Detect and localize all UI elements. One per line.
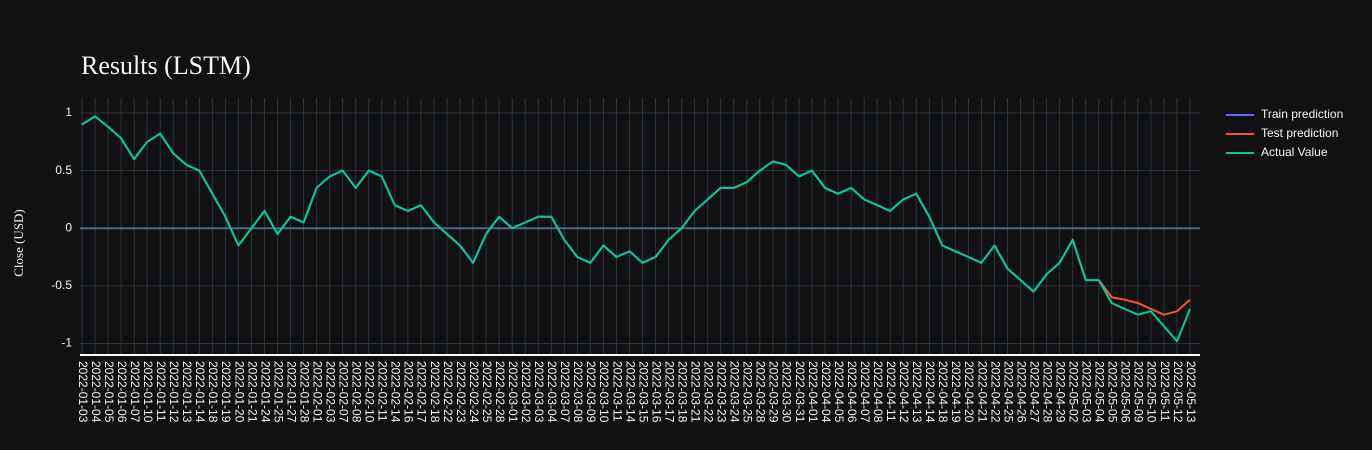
x-tick-label: 2022-03-14 bbox=[623, 361, 637, 423]
x-tick-label: 2022-04-06 bbox=[845, 361, 859, 423]
x-tick-label: 2022-02-16 bbox=[402, 361, 416, 423]
x-tick-label: 2022-04-11 bbox=[884, 361, 898, 422]
x-tick-label: 2022-03-08 bbox=[571, 361, 585, 423]
x-tick-label: 2022-03-18 bbox=[675, 361, 689, 423]
x-tick-label: 2022-01-19 bbox=[219, 361, 233, 423]
x-tick-label: 2022-01-14 bbox=[193, 361, 207, 423]
y-tick-label: -1 bbox=[61, 336, 72, 350]
legend-label: Actual Value bbox=[1261, 145, 1328, 159]
x-tick-label: 2022-01-11 bbox=[154, 361, 168, 422]
x-tick-label: 2022-02-01 bbox=[310, 361, 324, 423]
x-tick-label: 2022-05-05 bbox=[1106, 361, 1120, 423]
x-tick-label: 2022-01-07 bbox=[128, 361, 142, 423]
y-tick-label: 1 bbox=[65, 105, 72, 119]
x-tick-label: 2022-04-08 bbox=[871, 361, 885, 423]
x-tick-label: 2022-01-12 bbox=[167, 361, 181, 423]
x-tick-label: 2022-03-11 bbox=[610, 361, 624, 422]
x-tick-label: 2022-03-22 bbox=[702, 361, 716, 423]
x-tick-label: 2022-03-23 bbox=[715, 361, 729, 423]
x-tick-label: 2022-02-25 bbox=[480, 361, 494, 423]
x-tick-label: 2022-04-07 bbox=[858, 361, 872, 423]
x-tick-label: 2022-03-31 bbox=[793, 361, 807, 423]
x-tick-label: 2022-04-27 bbox=[1027, 361, 1041, 423]
x-tick-label: 2022-03-01 bbox=[506, 361, 520, 423]
x-tick-label: 2022-01-24 bbox=[258, 361, 272, 423]
legend-label: Train prediction bbox=[1261, 107, 1343, 121]
x-tick-label: 2022-02-08 bbox=[350, 361, 364, 423]
chart-title: Results (LSTM) bbox=[81, 51, 251, 80]
x-tick-label: 2022-01-28 bbox=[297, 361, 311, 423]
x-tick-label: 2022-04-20 bbox=[962, 361, 976, 423]
x-tick-label: 2022-02-24 bbox=[467, 361, 481, 423]
x-tick-label: 2022-03-21 bbox=[688, 361, 702, 423]
x-tick-label: 2022-01-03 bbox=[76, 361, 90, 423]
x-tick-label: 2022-03-03 bbox=[532, 361, 546, 423]
x-tick-label: 2022-04-01 bbox=[806, 361, 820, 423]
x-tick-label: 2022-03-17 bbox=[662, 361, 676, 423]
x-tick-label: 2022-02-22 bbox=[441, 361, 455, 423]
y-tick-label: 0.5 bbox=[55, 163, 72, 177]
x-tick-label: 2022-04-22 bbox=[988, 361, 1002, 423]
x-tick-label: 2022-01-13 bbox=[180, 361, 194, 423]
x-tick-label: 2022-02-17 bbox=[415, 361, 429, 423]
x-tick-label: 2022-03-07 bbox=[558, 361, 572, 423]
x-tick-label: 2022-02-23 bbox=[454, 361, 468, 423]
x-tick-label: 2022-03-16 bbox=[649, 361, 663, 423]
x-tick-label: 2022-03-02 bbox=[519, 361, 533, 423]
y-tick-label: 0 bbox=[65, 220, 72, 234]
series-line bbox=[1098, 279, 1191, 316]
x-tick-label: 2022-01-21 bbox=[245, 361, 259, 423]
x-tick-label: 2022-04-28 bbox=[1040, 361, 1054, 423]
x-tick-label: 2022-01-05 bbox=[102, 361, 116, 423]
x-tick-label: 2022-04-26 bbox=[1014, 361, 1028, 423]
x-tick-label: 2022-04-25 bbox=[1001, 361, 1015, 423]
x-tick-label: 2022-03-30 bbox=[780, 361, 794, 423]
x-tick-label: 2022-04-05 bbox=[832, 361, 846, 423]
y-tick-label: -0.5 bbox=[51, 278, 72, 292]
x-tick-label: 2022-04-13 bbox=[910, 361, 924, 423]
x-tick-label: 2022-05-10 bbox=[1145, 361, 1159, 423]
x-tick-label: 2022-02-28 bbox=[493, 361, 507, 423]
x-tick-label: 2022-02-18 bbox=[428, 361, 442, 423]
x-tick-label: 2022-02-11 bbox=[376, 361, 390, 422]
x-tick-label: 2022-05-04 bbox=[1093, 361, 1107, 423]
x-tick-label: 2022-02-10 bbox=[363, 361, 377, 423]
x-tick-label: 2022-03-09 bbox=[584, 361, 598, 423]
x-tick-label: 2022-03-24 bbox=[728, 361, 742, 423]
x-tick-label: 2022-03-04 bbox=[545, 361, 559, 423]
x-tick-label: 2022-01-27 bbox=[284, 361, 298, 423]
x-tick-label: 2022-05-09 bbox=[1132, 361, 1146, 423]
x-tick-label: 2022-01-18 bbox=[206, 361, 220, 423]
x-tick-label: 2022-04-12 bbox=[897, 361, 911, 423]
x-tick-label: 2022-01-10 bbox=[141, 361, 155, 423]
x-tick-label: 2022-02-03 bbox=[323, 361, 337, 423]
x-tick-label: 2022-05-02 bbox=[1067, 361, 1081, 423]
x-tick-label: 2022-04-21 bbox=[975, 361, 989, 423]
x-tick-label: 2022-05-03 bbox=[1080, 361, 1094, 423]
x-tick-label: 2022-01-20 bbox=[232, 361, 246, 423]
x-tick-label: 2022-02-14 bbox=[389, 361, 403, 423]
legend-label: Test prediction bbox=[1261, 126, 1338, 140]
x-tick-label: 2022-01-25 bbox=[271, 361, 285, 423]
x-tick-label: 2022-05-06 bbox=[1119, 361, 1133, 423]
x-tick-label: 2022-02-07 bbox=[337, 361, 351, 423]
x-tick-label: 2022-04-29 bbox=[1053, 361, 1067, 423]
x-tick-label: 2022-03-10 bbox=[597, 361, 611, 423]
x-tick-label: 2022-03-29 bbox=[767, 361, 781, 423]
x-tick-label: 2022-04-14 bbox=[923, 361, 937, 423]
x-tick-label: 2022-03-15 bbox=[636, 361, 650, 423]
x-tick-label: 2022-05-13 bbox=[1184, 361, 1198, 423]
series-line bbox=[81, 115, 1191, 343]
x-tick-label: 2022-04-04 bbox=[819, 361, 833, 423]
x-tick-label: 2022-03-25 bbox=[741, 361, 755, 423]
y-axis-title: Close (USD) bbox=[11, 209, 26, 277]
x-tick-label: 2022-04-19 bbox=[949, 361, 963, 423]
x-tick-label: 2022-01-06 bbox=[115, 361, 129, 423]
x-tick-label: 2022-03-28 bbox=[754, 361, 768, 423]
x-tick-label: 2022-05-11 bbox=[1158, 361, 1172, 422]
x-tick-label: 2022-05-12 bbox=[1171, 361, 1185, 423]
x-tick-label: 2022-04-18 bbox=[936, 361, 950, 423]
x-tick-label: 2022-01-04 bbox=[89, 361, 103, 423]
